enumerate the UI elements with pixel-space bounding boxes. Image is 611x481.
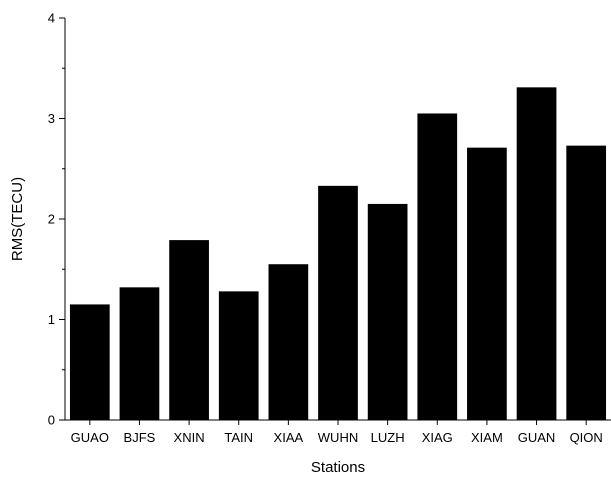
bar-guan	[516, 87, 557, 420]
y-tick-label: 4	[48, 11, 55, 26]
x-ticks-group: GUAO BJFS XNIN TAIN XIAA WUHN LUZH XIAG XIAM GUAN…	[71, 420, 603, 445]
y-axis-title: RMS(TECU)	[9, 177, 26, 261]
x-axis-title: Stations	[311, 459, 365, 476]
bar-xnin	[169, 240, 209, 420]
x-tick-label: TAIN	[224, 430, 253, 445]
bars-group	[69, 87, 607, 420]
x-tick-label: XIAA	[274, 430, 304, 445]
bar-guao	[69, 304, 110, 420]
bar-bjfs	[119, 287, 160, 420]
bar-xiaa	[268, 264, 309, 420]
y-tick-label: 1	[48, 312, 55, 327]
bar-luzh	[367, 203, 408, 420]
x-tick-label: XIAG	[422, 430, 453, 445]
x-tick-label: GUAN	[518, 430, 556, 445]
x-tick-label: LUZH	[371, 430, 405, 445]
x-tick-label: WUHN	[318, 430, 358, 445]
bar-wuhn	[318, 185, 358, 420]
x-tick-label: GUAO	[71, 430, 109, 445]
y-tick-label: 0	[48, 413, 55, 428]
x-tick-label: BJFS	[124, 430, 156, 445]
bar-qion	[566, 145, 607, 420]
bar-tain	[218, 291, 259, 420]
x-tick-label: XIAM	[471, 430, 503, 445]
bar-xiag	[417, 113, 458, 420]
y-tick-label: 3	[48, 111, 55, 126]
x-tick-label: XNIN	[174, 430, 205, 445]
y-ticks-group: 0 1 2 3 4	[48, 11, 65, 428]
x-tick-label: QION	[570, 430, 603, 445]
y-tick-label: 2	[48, 212, 55, 227]
bar-xiam	[467, 147, 507, 420]
